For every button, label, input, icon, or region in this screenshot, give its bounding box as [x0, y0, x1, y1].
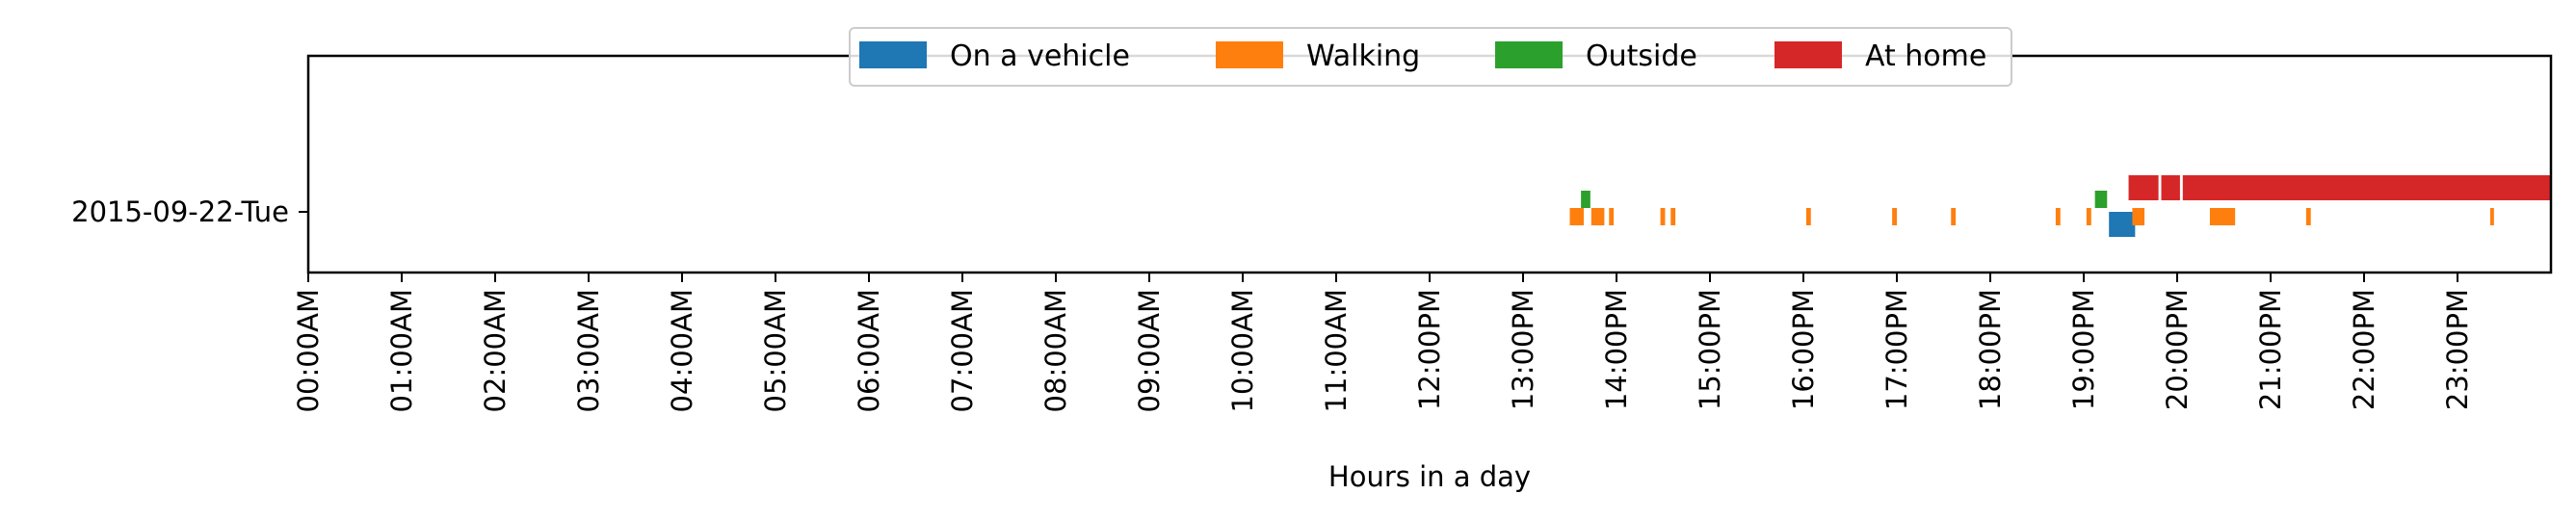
walking-segment-12 [2305, 208, 2311, 225]
x-tick-label: 07:00AM [946, 289, 979, 412]
legend: On a vehicle Walking Outside At home [849, 27, 2012, 87]
x-tick-label: 03:00AM [572, 289, 605, 412]
x-tick-label: 19:00PM [2067, 289, 2100, 410]
x-tick-label: 22:00PM [2348, 289, 2380, 410]
walking-segment-10 [2132, 208, 2145, 225]
x-tick-label: 05:00AM [759, 289, 792, 412]
x-axis-label: Hours in a day [1328, 460, 1531, 493]
y-tick-label: 2015-09-22-Tue [71, 195, 289, 228]
x-tick-label: 01:00AM [385, 289, 418, 412]
walking-segment-5 [1805, 208, 1811, 225]
legend-label-on-a-vehicle: On a vehicle [950, 39, 1130, 73]
walking-segment-13 [2489, 208, 2494, 225]
x-tick-label: 18:00PM [1974, 289, 2007, 410]
on-a-vehicle-segment-0 [2109, 212, 2136, 237]
x-tick-label: 20:00PM [2161, 289, 2194, 410]
walking-segment-1 [1590, 208, 1605, 225]
at-home-segment-0 [2128, 175, 2159, 200]
at-home-segment-2 [2182, 175, 2551, 200]
x-tick-label: 08:00AM [1039, 289, 1072, 412]
x-tick-label: 23:00PM [2441, 289, 2474, 410]
walking-segment-9 [2086, 208, 2091, 225]
plot-frame [306, 54, 2553, 274]
outside-segment-0 [1581, 191, 1590, 208]
x-tick-label: 15:00PM [1694, 289, 1726, 410]
x-tick-label: 00:00AM [292, 289, 325, 412]
x-tick-label: 02:00AM [479, 289, 512, 412]
x-tick-label: 09:00AM [1133, 289, 1166, 412]
x-tick-label: 16:00PM [1787, 289, 1820, 410]
x-tick-label: 11:00AM [1320, 289, 1353, 412]
legend-box [849, 27, 2012, 87]
legend-label-walking: Walking [1306, 39, 1420, 73]
legend-label-at-home: At home [1865, 39, 1986, 73]
x-axis: 00:00AM 01:00AM 02:00AM 03:00AM 04:00AM 05:00… [292, 273, 2474, 412]
legend-swatch-walking [1216, 41, 1283, 68]
x-tick-label: 13:00PM [1507, 289, 1539, 410]
plot-area [1569, 175, 2551, 237]
x-tick-label: 21:00PM [2254, 289, 2287, 410]
at-home-segment-1 [2161, 175, 2180, 200]
legend-swatch-at-home [1774, 41, 1842, 68]
x-tick-label: 10:00AM [1226, 289, 1259, 412]
walking-segment-11 [2209, 208, 2236, 225]
walking-segment-6 [1892, 208, 1897, 225]
x-tick-label: 17:00PM [1880, 289, 1913, 410]
legend-swatch-on-a-vehicle [859, 41, 927, 68]
legend-label-outside: Outside [1586, 39, 1697, 73]
walking-segment-0 [1569, 208, 1585, 225]
x-tick-label: 04:00AM [666, 289, 698, 412]
walking-segment-8 [2055, 208, 2061, 225]
walking-segment-2 [1609, 208, 1615, 225]
x-tick-label: 14:00PM [1600, 289, 1633, 410]
outside-segment-1 [2094, 191, 2108, 208]
walking-segment-7 [1951, 208, 1957, 225]
x-tick-label: 12:00PM [1413, 289, 1446, 410]
walking-segment-4 [1670, 208, 1676, 225]
x-tick-label: 06:00AM [853, 289, 885, 412]
legend-swatch-outside [1495, 41, 1563, 68]
y-axis: 2015-09-22-Tue [71, 195, 308, 228]
walking-segment-3 [1660, 208, 1666, 225]
